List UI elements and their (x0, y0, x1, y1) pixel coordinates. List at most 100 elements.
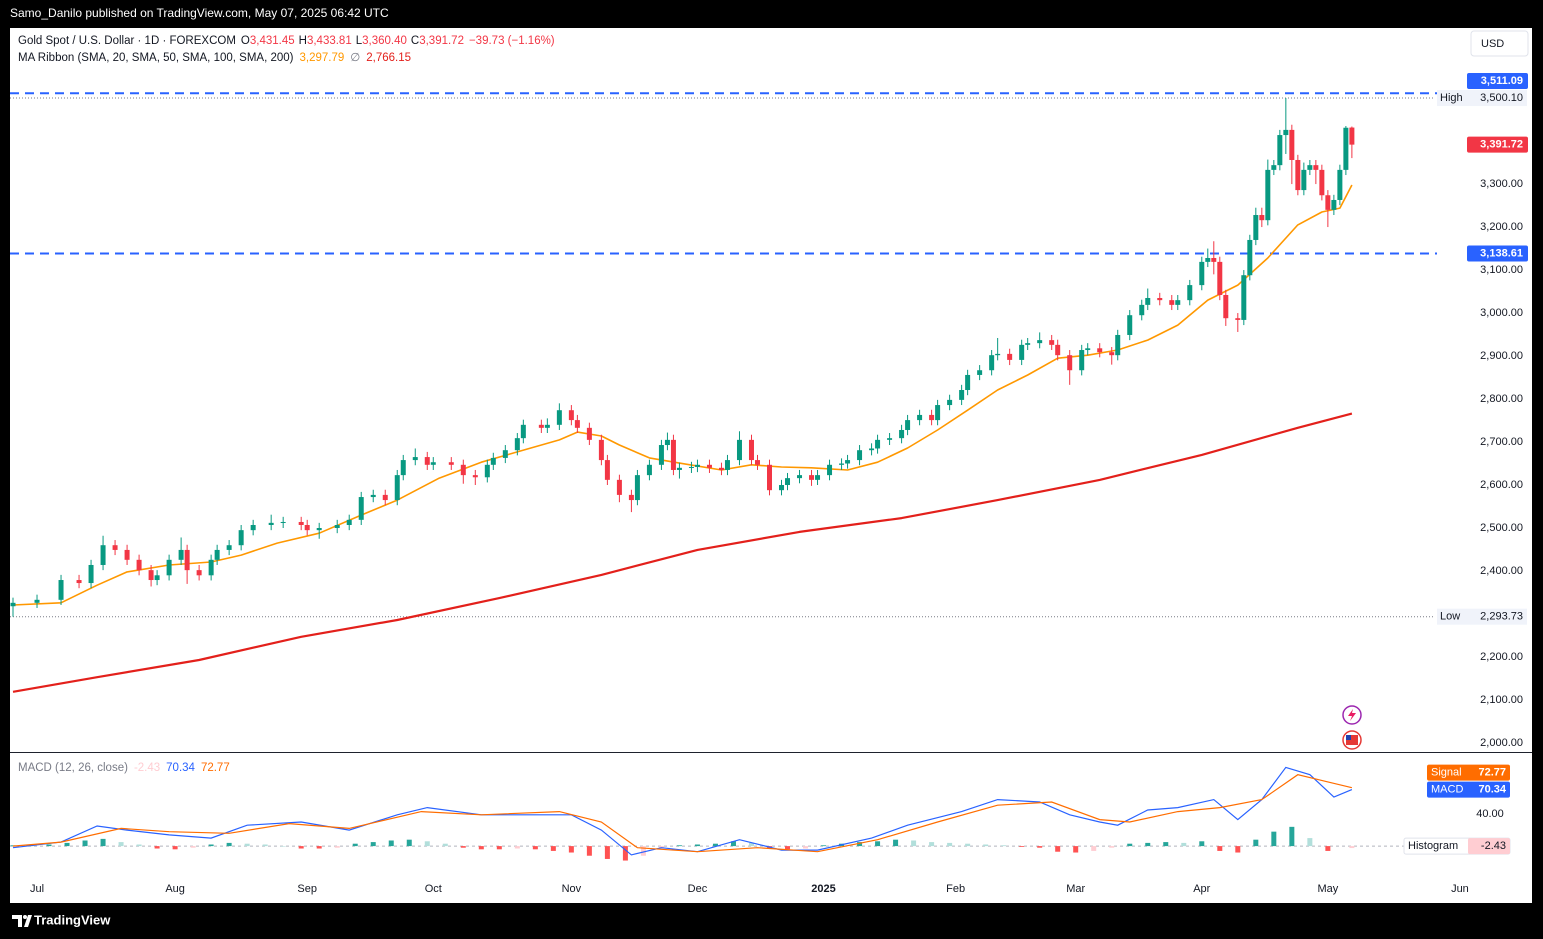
candle-body (845, 460, 851, 464)
candle-body (1259, 215, 1265, 221)
flag-glyph (1346, 735, 1351, 740)
histogram-bar (334, 846, 340, 848)
candle-body (616, 479, 622, 495)
candle-body (857, 450, 863, 461)
candle-body (899, 429, 905, 439)
histogram-bar (262, 844, 268, 847)
histogram-bar (712, 843, 718, 847)
candle-body (1211, 258, 1217, 262)
candle-body (1343, 127, 1349, 170)
histogram-bar (172, 846, 178, 850)
candle-body (490, 457, 496, 465)
candle-body (382, 494, 388, 501)
candle-body (412, 457, 418, 461)
candle-body (568, 410, 574, 421)
histogram-bar (911, 840, 917, 847)
event-icons (1342, 705, 1362, 750)
level-label: 3,511.09 (1481, 75, 1523, 87)
y-tick-label: 2,000.00 (1480, 737, 1523, 749)
logo-part (12, 915, 22, 927)
candle-body (124, 549, 130, 560)
x-tick-label: May (1317, 883, 1338, 895)
candle-body (1271, 165, 1277, 170)
ohlc-value: 3,433.81 (307, 35, 352, 47)
candle-body (1247, 239, 1253, 276)
histogram-badge-value (1468, 838, 1510, 855)
candle-body (1253, 215, 1259, 240)
ohlc-value: 3,391.72 (419, 35, 464, 47)
histogram-value: -2.43 (134, 762, 160, 774)
histogram-bar (857, 842, 863, 847)
currency-button[interactable] (1470, 30, 1529, 57)
histogram-bar (1289, 826, 1295, 847)
candle-body (887, 438, 893, 440)
candle-body (959, 390, 965, 400)
x-tick-label: Feb (946, 883, 965, 895)
extreme-value: 3,500.10 (1480, 92, 1523, 104)
series-value: 72.77 (201, 762, 230, 774)
histogram-bar (929, 842, 935, 847)
candle-body (1055, 344, 1061, 356)
candle-body (1307, 165, 1313, 170)
candle-body (658, 445, 664, 465)
candle-body (604, 460, 610, 480)
histogram-bar (316, 846, 322, 849)
logo-part (23, 915, 27, 919)
candle-body (718, 467, 724, 470)
histogram-bar (1235, 846, 1241, 853)
candle-body (280, 521, 286, 523)
candle-body (748, 439, 754, 461)
histogram-bar (370, 842, 376, 847)
level-badge (1467, 245, 1528, 262)
candle-body (316, 528, 322, 531)
candle-body (1319, 169, 1325, 196)
candle-body (929, 414, 935, 421)
histogram-bar (785, 846, 791, 850)
macd-line (12, 774, 1353, 853)
x-tick-label: Dec (688, 883, 708, 895)
histogram-bar (118, 842, 124, 847)
extreme-badge (1437, 90, 1527, 107)
ohlc-key: L (356, 35, 363, 47)
candle-body (1127, 315, 1133, 335)
candle-body (1085, 348, 1091, 351)
histogram-bar (694, 844, 700, 847)
candle-body (304, 524, 310, 531)
candle-body (1301, 169, 1307, 191)
candle-body (875, 439, 881, 449)
candle-body (250, 524, 256, 531)
currency-label[interactable]: USD (1481, 38, 1504, 50)
candle-body (688, 466, 694, 468)
histogram-bar (1001, 845, 1007, 847)
y-tick-label: 40.00 (1476, 808, 1504, 820)
candle-body (809, 475, 815, 480)
level-badge (1467, 73, 1528, 90)
extreme-name: Low (1440, 611, 1460, 623)
candle-body (88, 564, 94, 584)
y-tick-label: 3,000.00 (1480, 307, 1523, 319)
candle-body (598, 439, 604, 461)
candle-body (1019, 344, 1025, 360)
candle-body (514, 438, 520, 451)
ohlc-key: C (411, 35, 419, 47)
histogram-bar (1091, 846, 1097, 851)
y-tick-label: 3,100.00 (1480, 264, 1523, 276)
candle-body (394, 475, 400, 501)
candle-body (472, 475, 478, 478)
candle-body (1325, 195, 1331, 210)
candle-body (917, 414, 923, 421)
candle-body (460, 464, 466, 476)
candle-body (1037, 340, 1043, 344)
candle-body (268, 522, 274, 525)
candle-body (154, 575, 160, 581)
published-note: Samo_Danilo published on TradingView.com… (10, 6, 389, 20)
candle-body (166, 559, 172, 576)
candle-body (370, 494, 376, 498)
candle-body (797, 475, 803, 479)
candle-body (226, 545, 232, 550)
candle-body (694, 464, 700, 467)
ma-value: 2,766.15 (366, 52, 411, 64)
candle-body (1067, 355, 1073, 371)
histogram-bar (64, 842, 70, 847)
